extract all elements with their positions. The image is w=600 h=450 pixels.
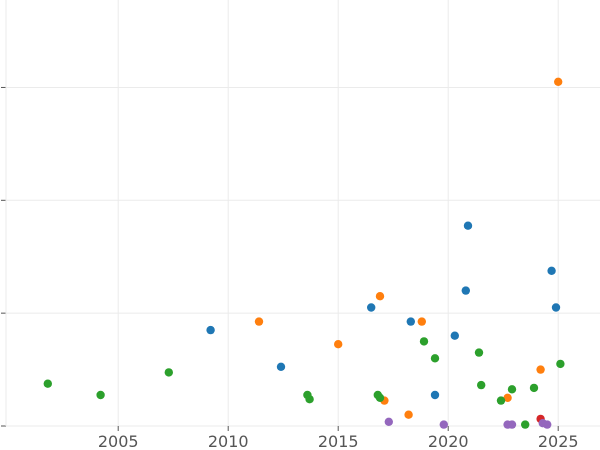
scatter-point [503, 393, 512, 402]
x-tick-labels: 2005 2010 2015 2020 2025 [98, 432, 579, 450]
scatter-point [417, 317, 426, 326]
scatter-point [375, 393, 385, 402]
scatter-point [430, 390, 440, 400]
scatter-point [419, 337, 429, 346]
scatter-point [96, 390, 105, 400]
scatter-point [439, 420, 448, 429]
grid [6, 0, 600, 427]
scatter-point [305, 395, 314, 404]
scatter-point [536, 365, 545, 374]
x-tick-label: 2015 [318, 432, 359, 450]
scatter-point [375, 292, 385, 301]
scatter-point [206, 325, 215, 335]
scatter-point [496, 396, 506, 405]
scatter-point [474, 348, 484, 357]
scatter-point [556, 359, 565, 369]
x-tick-label: 2005 [98, 432, 139, 450]
scatter-point [461, 286, 470, 295]
scatter-point [507, 385, 517, 394]
scatter-point [551, 303, 561, 312]
scatter-point [384, 417, 393, 426]
scatter-point [450, 331, 459, 340]
scatter-point [254, 317, 264, 326]
x-tick-label: 2020 [428, 432, 469, 450]
scatter-point [543, 420, 552, 429]
scatter-point [430, 354, 440, 363]
scatter-point [554, 77, 563, 87]
scatter-point [43, 379, 52, 388]
scatter-point [521, 420, 530, 429]
scatter-point [404, 410, 413, 419]
axes [1, 0, 559, 431]
scatter-point [164, 368, 173, 377]
scatter-point [529, 383, 539, 393]
x-tick-label: 2025 [538, 432, 579, 450]
scatter-point [276, 362, 286, 371]
x-tick-label: 2010 [208, 432, 249, 450]
scatter-point [463, 221, 473, 230]
scatter-point [367, 303, 376, 312]
scatter-point [547, 266, 556, 275]
scatter-point [507, 420, 517, 429]
scatter-point [334, 340, 343, 349]
scatter-point [477, 380, 486, 390]
scatter-point [406, 317, 415, 326]
data-points [43, 77, 565, 429]
